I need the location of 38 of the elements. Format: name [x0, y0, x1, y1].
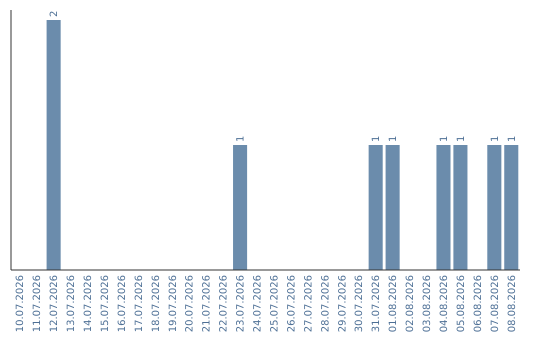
x-tick-label: 04.08.2026 [438, 275, 450, 332]
x-tick-label: 07.08.2026 [490, 275, 501, 332]
data-label: 2 [49, 10, 60, 17]
x-tick-label: 01.08.2026 [388, 275, 400, 332]
x-tick-label: 29.07.2026 [337, 275, 348, 332]
x-tick-label: 27.07.2026 [303, 275, 314, 332]
x-tick-label: 06.08.2026 [472, 275, 484, 332]
x-tick-label: 21.07.2026 [202, 275, 213, 332]
x-tick-label: 23.07.2026 [236, 275, 247, 332]
x-tick-label: 18.07.2026 [150, 275, 162, 332]
x-tick-label: 16.07.2026 [116, 275, 128, 332]
x-tick-label: 08.08.2026 [506, 275, 518, 332]
data-label: 1 [388, 136, 400, 142]
x-tick-label: 22.07.2026 [218, 275, 230, 332]
data-label: 1 [236, 136, 247, 142]
x-tick-label: 17.07.2026 [134, 275, 145, 332]
x-tick-label: 02.08.2026 [405, 275, 416, 332]
x-tick-label: 19.07.2026 [168, 275, 179, 332]
data-label: 1 [506, 136, 518, 142]
data-label: 1 [438, 136, 450, 142]
data-label: 1 [456, 136, 467, 142]
x-tick-label: 15.07.2026 [100, 275, 111, 332]
x-tick-label: 10.07.2026 [15, 275, 26, 332]
x-tick-label: 31.07.2026 [371, 275, 382, 332]
x-tick-label: 13.07.2026 [66, 275, 78, 332]
x-tick-label: 20.07.2026 [184, 275, 196, 332]
x-tick-label: 14.07.2026 [83, 275, 94, 332]
data-label: 1 [371, 136, 382, 142]
x-tick-label: 25.07.2026 [269, 275, 280, 332]
x-tick-label: 03.08.2026 [422, 275, 434, 332]
x-tick-label: 28.07.2026 [320, 275, 332, 332]
x-tick-label: 24.07.2026 [252, 275, 264, 332]
data-label: 1 [490, 136, 501, 142]
x-tick-label: 11.07.2026 [32, 275, 44, 332]
x-tick-label: 30.07.2026 [354, 275, 366, 332]
x-tick-label: 12.07.2026 [49, 275, 60, 332]
x-tick-label: 05.08.2026 [456, 275, 467, 332]
x-tick-label: 26.07.2026 [286, 275, 298, 332]
